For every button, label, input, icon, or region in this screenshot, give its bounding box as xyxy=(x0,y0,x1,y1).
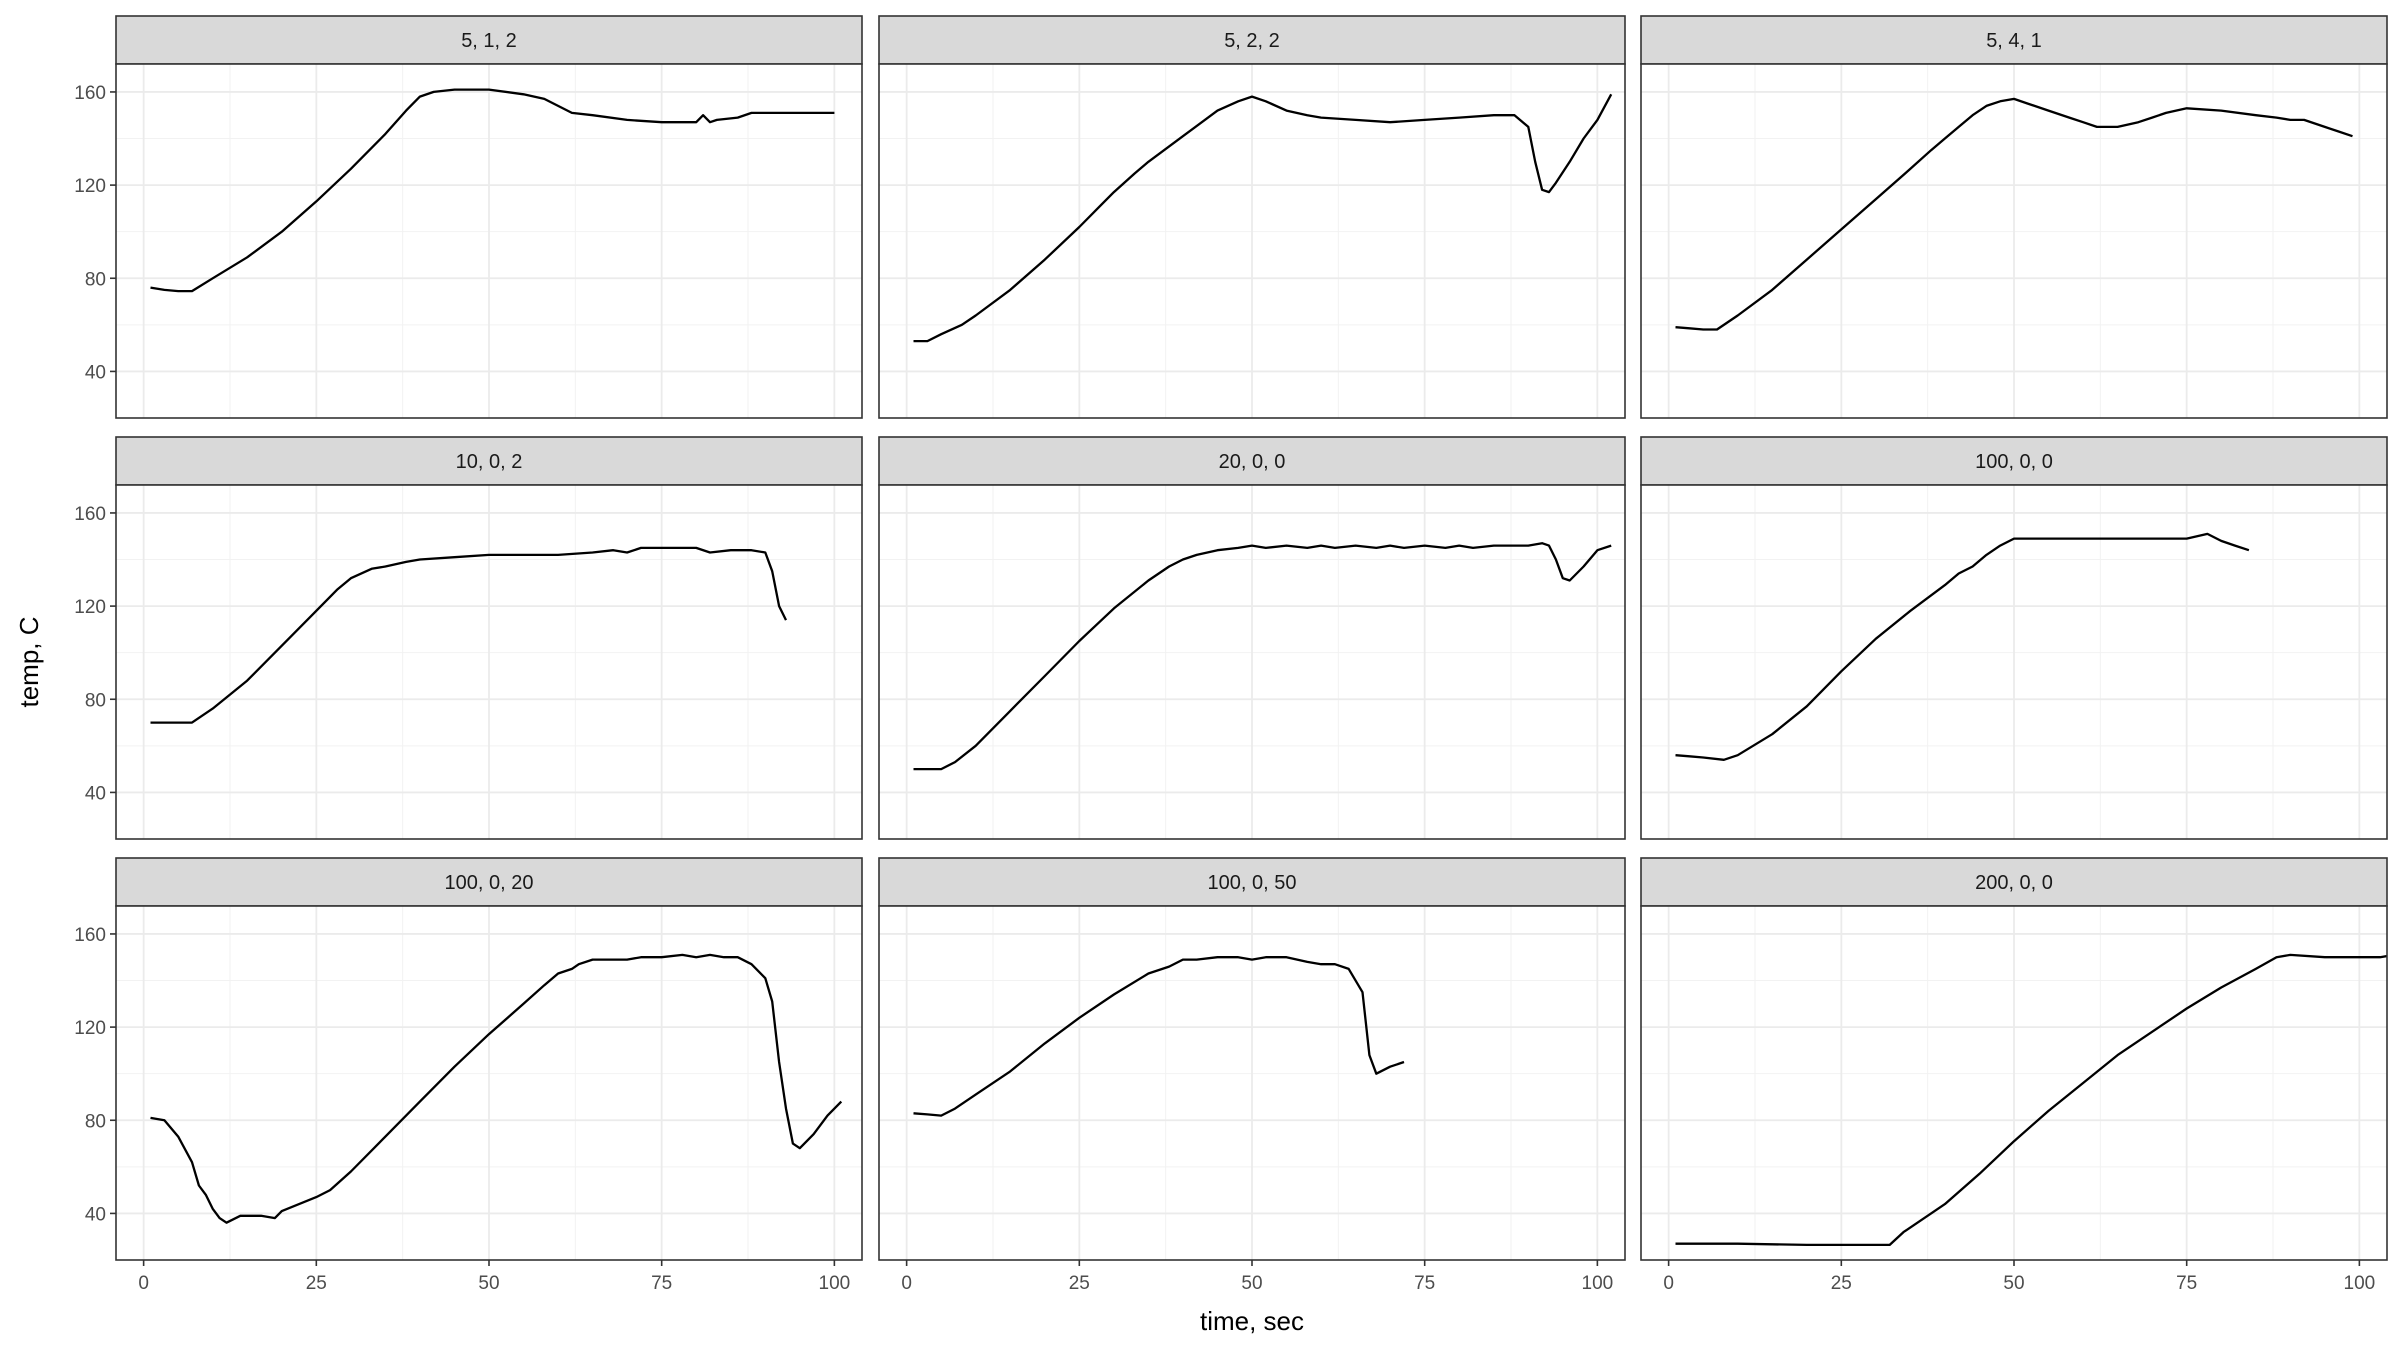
x-tick-label: 25 xyxy=(1831,1273,1852,1294)
panels: 5, 1, 2 40 80 120 160 5, 2, 2 5, 4, 1 10, 0, 2 4… xyxy=(74,15,2388,1294)
panel-border xyxy=(878,63,1626,419)
facet-panel: 100, 0, 0 xyxy=(1640,436,2388,840)
facet-strip xyxy=(115,857,863,907)
y-tick-label: 40 xyxy=(85,362,106,383)
facet-strip-label: 100, 0, 0 xyxy=(1975,451,2053,473)
panel-border xyxy=(1640,63,2388,419)
series-line xyxy=(1675,532,2250,761)
facet-strip-label: 5, 4, 1 xyxy=(1986,30,2042,52)
facet-strip-label: 100, 0, 20 xyxy=(445,872,534,894)
x-tick-label: 50 xyxy=(478,1273,499,1294)
series-line xyxy=(1675,953,2387,1247)
x-tick-label: 0 xyxy=(1663,1273,1674,1294)
y-tick-label: 80 xyxy=(85,690,106,711)
x-tick-label: 25 xyxy=(1069,1273,1090,1294)
facet-strip-label: 5, 2, 2 xyxy=(1224,30,1280,52)
y-tick-label: 160 xyxy=(74,925,106,946)
x-tick-label: 100 xyxy=(1582,1273,1614,1294)
x-tick-label: 75 xyxy=(1414,1273,1435,1294)
facet-strip xyxy=(878,15,1626,65)
facet-panel: 10, 0, 2 40 80 120 160 xyxy=(74,436,863,840)
facet-strip-label: 200, 0, 0 xyxy=(1975,872,2053,894)
x-tick-label: 75 xyxy=(651,1273,672,1294)
x-tick-label: 100 xyxy=(2344,1273,2376,1294)
facet-strip-label: 20, 0, 0 xyxy=(1219,451,1286,473)
facet-panel: 5, 4, 1 xyxy=(1640,15,2388,419)
x-tick-label: 75 xyxy=(2176,1273,2197,1294)
series-line xyxy=(150,546,788,724)
facet-strip xyxy=(878,857,1626,907)
y-tick-label: 160 xyxy=(74,83,106,104)
facet-strip xyxy=(1640,15,2388,65)
facet-panel: 5, 1, 2 40 80 120 160 xyxy=(74,15,863,419)
facet-strip-label: 5, 1, 2 xyxy=(461,30,517,52)
y-tick-label: 80 xyxy=(85,269,106,290)
series-line xyxy=(913,956,1405,1117)
x-tick-label: 50 xyxy=(2003,1273,2024,1294)
y-tick-label: 80 xyxy=(85,1111,106,1132)
facet-panel: 100, 0, 50 0 25 50 75 100 xyxy=(878,857,1626,1294)
y-tick-label: 160 xyxy=(74,504,106,525)
facet-panel: 100, 0, 20 40 80 120 160 0 25 50 75 100 xyxy=(74,857,863,1294)
facet-strip xyxy=(115,15,863,65)
panel-border xyxy=(115,63,863,419)
x-tick-label: 0 xyxy=(901,1273,912,1294)
x-tick-label: 0 xyxy=(138,1273,149,1294)
series-line xyxy=(1675,97,2353,331)
facet-panel: 20, 0, 0 xyxy=(878,436,1626,840)
x-tick-label: 100 xyxy=(819,1273,851,1294)
series-line xyxy=(150,953,843,1224)
facet-strip xyxy=(878,436,1626,486)
x-tick-label: 50 xyxy=(1241,1273,1262,1294)
facet-strip xyxy=(1640,857,2388,907)
panel-border xyxy=(878,484,1626,840)
panel-border xyxy=(115,484,863,840)
y-tick-label: 120 xyxy=(74,176,106,197)
facet-panel: 5, 2, 2 xyxy=(878,15,1626,419)
facet-strip-label: 100, 0, 50 xyxy=(1208,872,1297,894)
facet-panel: 200, 0, 0 0 25 50 75 100 xyxy=(1640,857,2388,1294)
y-tick-label: 40 xyxy=(85,783,106,804)
x-tick-label: 25 xyxy=(306,1273,327,1294)
series-line xyxy=(913,542,1612,771)
facet-strip-label: 10, 0, 2 xyxy=(456,451,523,473)
y-tick-label: 40 xyxy=(85,1204,106,1225)
series-line xyxy=(150,88,835,293)
x-axis-title: time, sec xyxy=(1200,1306,1304,1336)
y-tick-label: 120 xyxy=(74,597,106,618)
series-line xyxy=(913,93,1613,343)
y-axis-title: temp, C xyxy=(14,616,44,707)
panel-border xyxy=(1640,484,2388,840)
y-tick-label: 120 xyxy=(74,1018,106,1039)
facet-strip xyxy=(115,436,863,486)
